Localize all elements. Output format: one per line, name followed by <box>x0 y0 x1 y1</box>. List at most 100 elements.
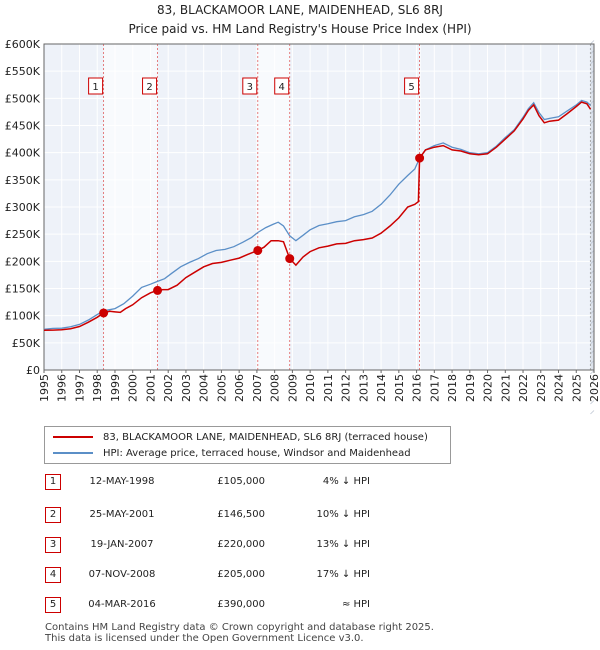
sale-hpi-comparison: 4% ↓ HPI <box>322 476 370 487</box>
projection-region <box>590 44 594 370</box>
series-line-property <box>43 101 592 332</box>
sale-number-badge: 5 <box>45 597 61 613</box>
sale-number-badge: 2 <box>45 507 61 523</box>
projection-hatch <box>590 100 595 105</box>
projection-hatch <box>590 50 595 55</box>
x-tick-label: 1998 <box>91 374 104 402</box>
projection-hatch <box>590 250 595 255</box>
footer-copyright: Contains HM Land Registry data © Crown c… <box>45 622 434 633</box>
legend-item-property: 83, BLACKAMOOR LANE, MAIDENHEAD, SL6 8RJ… <box>53 429 428 445</box>
sale-badge-number: 1 <box>92 82 98 93</box>
chart-title: 83, BLACKAMOOR LANE, MAIDENHEAD, SL6 8RJ <box>157 3 443 17</box>
sales-row: 1 12-MAY-1998 £105,000 4% ↓ HPI <box>0 474 600 492</box>
x-tick-label: 2006 <box>233 374 246 402</box>
sale-badge-box <box>242 77 258 95</box>
x-tick-label: 1996 <box>56 374 69 402</box>
sale-badge-number: 4 <box>279 82 285 93</box>
y-tick-label: £350K <box>5 174 41 187</box>
x-tick-label: 2026 <box>588 374 600 402</box>
sale-date: 07-NOV-2008 <box>88 569 156 580</box>
x-tick-label: 2022 <box>517 374 530 402</box>
sale-badge-number: 5 <box>408 82 414 93</box>
x-tick-label: 2013 <box>357 374 370 402</box>
sale-hpi-comparison: ≈ HPI <box>341 599 370 610</box>
projection-hatch <box>590 410 595 415</box>
plot-frame <box>43 43 595 371</box>
sale-badge-box <box>142 77 158 95</box>
sales-row: 5 04-MAR-2016 £390,000 ≈ HPI <box>0 597 600 615</box>
sale-hpi-comparison: 13% ↓ HPI <box>316 539 370 550</box>
projection-hatch <box>590 180 595 185</box>
sale-label-badge: 1 <box>88 77 104 95</box>
x-tick-label: 2011 <box>322 374 335 402</box>
sale-date: 12-MAY-1998 <box>89 476 155 487</box>
projection-hatch <box>590 150 595 155</box>
projection-hatch <box>590 110 595 115</box>
sale-date: 19-JAN-2007 <box>90 539 154 550</box>
x-tick-label: 2015 <box>393 374 406 402</box>
projection-hatch <box>590 300 595 305</box>
x-tick-label: 1997 <box>73 374 86 402</box>
x-tick-label: 2012 <box>340 374 353 402</box>
x-tick-label: 2002 <box>162 374 175 402</box>
legend-swatch-hpi <box>53 452 93 454</box>
sale-badge-box <box>88 77 104 95</box>
projection-hatch <box>590 130 595 135</box>
sale-price: £220,000 <box>217 539 265 550</box>
sale-price: £146,500 <box>217 509 265 520</box>
projection-hatch <box>590 120 595 125</box>
y-tick-label: £300K <box>5 201 41 214</box>
y-tick-label: £200K <box>5 255 41 268</box>
sale-label-badge: 3 <box>242 77 258 95</box>
sale-price: £390,000 <box>217 599 265 610</box>
x-tick-label: 2001 <box>144 374 157 402</box>
price-chart: 83, BLACKAMOOR LANE, MAIDENHEAD, SL6 8RJ… <box>5 3 600 415</box>
x-tick-label: 2025 <box>570 374 583 402</box>
sale-badge-number: 2 <box>146 82 152 93</box>
sales-row: 2 25-MAY-2001 £146,500 10% ↓ HPI <box>0 507 600 525</box>
projection-hatch <box>590 60 595 65</box>
sale-point <box>99 308 109 318</box>
sale-date: 25-MAY-2001 <box>89 509 155 520</box>
x-tick-label: 2005 <box>215 374 228 402</box>
projection-hatch <box>590 280 595 285</box>
sale-badge-box <box>274 77 290 95</box>
sales-row: 4 07-NOV-2008 £205,000 17% ↓ HPI <box>0 567 600 585</box>
sale-date: 04-MAR-2016 <box>88 599 156 610</box>
projection-hatch <box>590 330 595 335</box>
x-tick-label: 2010 <box>304 374 317 402</box>
x-tick-label: 2003 <box>180 374 193 402</box>
projection-hatch <box>590 380 595 385</box>
sale-number-badge: 1 <box>45 474 61 490</box>
projection-hatch <box>590 400 595 405</box>
projection-hatch <box>590 140 595 145</box>
sale-point <box>415 153 425 163</box>
projection-hatch <box>590 320 595 325</box>
sales-row: 3 19-JAN-2007 £220,000 13% ↓ HPI <box>0 537 600 555</box>
projection-hatch <box>590 40 595 45</box>
y-tick-label: £0 <box>26 364 40 377</box>
series-line-hpi <box>43 99 591 330</box>
x-tick-label: 1999 <box>109 374 122 402</box>
y-tick-label: £100K <box>5 310 41 323</box>
x-tick-label: 2018 <box>446 374 459 402</box>
legend-item-hpi: HPI: Average price, terraced house, Wind… <box>53 445 411 461</box>
y-tick-label: £550K <box>5 65 41 78</box>
x-tick-label: 2021 <box>499 374 512 402</box>
projection-hatch <box>590 290 595 295</box>
x-tick-label: 2004 <box>198 374 211 402</box>
y-tick-label: £50K <box>12 337 41 350</box>
y-tick-label: £250K <box>5 228 41 241</box>
sale-badge-box <box>404 77 420 95</box>
projection-hatch <box>590 260 595 265</box>
legend-swatch-property <box>53 436 93 438</box>
projection-hatch <box>590 230 595 235</box>
sale-point <box>285 254 295 264</box>
sale-label-badge: 2 <box>142 77 158 95</box>
projection-hatch <box>590 70 595 75</box>
sale-point <box>253 245 263 255</box>
y-tick-label: £150K <box>5 283 41 296</box>
sale-number-badge: 3 <box>45 537 61 553</box>
x-tick-label: 1995 <box>38 374 51 402</box>
legend: 83, BLACKAMOOR LANE, MAIDENHEAD, SL6 8RJ… <box>44 426 451 464</box>
